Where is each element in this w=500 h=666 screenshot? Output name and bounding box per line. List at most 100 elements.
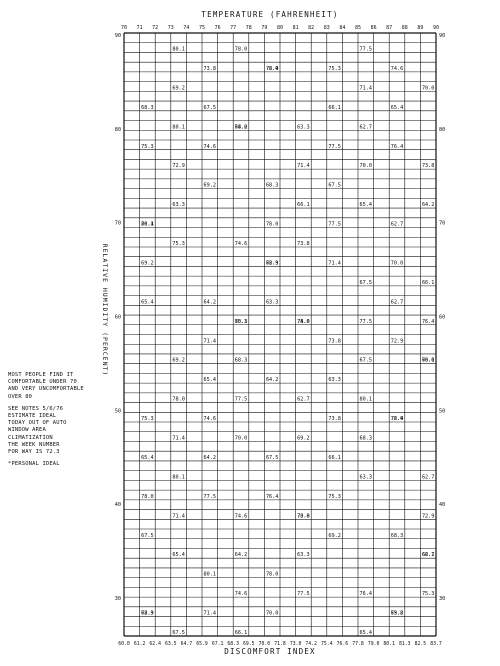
grid-cell-value: 77.5 — [360, 47, 373, 53]
grid-cell-value: 80.1 — [172, 474, 185, 480]
grid-cell-value: 72.9 — [141, 611, 154, 617]
discomfort-tick-label: 60.0 — [118, 641, 130, 647]
note-line: CLIMATIZATION — [8, 434, 53, 441]
grid-cell-value: 64.2 — [204, 455, 217, 461]
grid-cell-value: 74.6 — [204, 144, 217, 150]
grid-cell-value: 78.0 — [141, 494, 154, 500]
grid-cell-value: 75.3 — [172, 241, 185, 247]
grid-cell-value: 65.4 — [141, 455, 154, 461]
grid-cell-value: 80.1 — [172, 124, 185, 130]
grid-cell-value: 74.6 — [204, 416, 217, 422]
grid-cell-value: 67.5 — [266, 455, 279, 461]
discomfort-tick-labels: 60.0 61.2 62.4 63.5 64.7 65.9 67.1 68.3 69.5 70.0… — [118, 641, 442, 647]
grid-cell-value: 70.0 — [422, 85, 435, 91]
temperature-tick-label: 80 — [277, 25, 283, 31]
humidity-tick-label: 40 — [439, 502, 445, 508]
handwritten-notes: MOST PEOPLE FIND IT COMFORTABLE UNDER 70 A… — [8, 372, 120, 473]
humidity-tick-labels-left: 90 80 70 60 50 40 30 — [115, 33, 121, 602]
humidity-tick-label: 80 — [115, 127, 121, 133]
temperature-tick-label: 78 — [246, 25, 252, 31]
discomfort-tick-label: 64.7 — [181, 641, 193, 647]
humidity-tick-label: 60 — [439, 315, 445, 321]
discomfort-tick-label: 61.2 — [134, 641, 146, 647]
note-line: WINDOW AREA — [8, 427, 46, 434]
grid-cell-value: 73.8 — [297, 513, 310, 519]
grid-cell-value: 78.0 — [235, 47, 248, 53]
temperature-tick-label: 74 — [183, 25, 189, 31]
note-line: THE WEEK NUMBER — [8, 441, 60, 448]
humidity-tick-label: 90 — [439, 33, 445, 39]
temperature-tick-label: 71 — [137, 25, 143, 31]
grid-cell-value: 64.2 — [204, 299, 217, 305]
grid-cell-value: 65.4 — [360, 630, 373, 636]
humidity-tick-label: 70 — [439, 221, 445, 227]
discomfort-tick-label: 82.5 — [415, 641, 427, 647]
discomfort-tick-label: 74.2 — [305, 641, 317, 647]
grid-cell-value: 65.4 — [360, 202, 373, 208]
discomfort-tick-label: 83.7 — [430, 641, 442, 647]
grid-cell-value: 71.4 — [172, 436, 185, 442]
grid-cell-value: 75.3 — [328, 66, 341, 72]
grid-cell-value: 77.5 — [328, 144, 341, 150]
note-line: SEE NOTES 5/6/76 — [8, 405, 64, 412]
grid-cell-value: 65.4 — [172, 552, 185, 558]
humidity-tick-label: 30 — [115, 596, 121, 602]
grid-cell-value: 72.9 — [266, 260, 279, 266]
grid-cell-value: 69.2 — [297, 436, 310, 442]
grid-cell-value: 68.3 — [235, 358, 248, 364]
grid-cell-value: 74.6 — [235, 241, 248, 247]
grid-cell-value: 75.3 — [141, 416, 154, 422]
temperature-tick-label: 88 — [402, 25, 408, 31]
grid-cell-value: 70.0 — [297, 513, 310, 519]
grid-cell-value: 67.5 — [360, 358, 373, 364]
grid-cell-value: 62.7 — [391, 222, 404, 228]
discomfort-tick-label: 76.6 — [337, 641, 349, 647]
grid-cell-value: 80.1 — [235, 319, 248, 325]
grid-cell-value: 69.2 — [172, 358, 185, 364]
grid-cell-value: 71.4 — [297, 163, 310, 169]
chart-grid — [123, 32, 437, 637]
temperature-tick-label: 70 — [121, 25, 127, 31]
grid-cell-value: 73.8 — [328, 416, 341, 422]
grid-cell-value: 77.5 — [328, 222, 341, 228]
temperature-tick-label: 86 — [371, 25, 377, 31]
temperature-tick-label: 85 — [355, 25, 361, 31]
grid-cell-value: 64.2 — [422, 202, 435, 208]
grid-cell-value: 65.4 — [391, 105, 404, 111]
grid-cell-value: 77.5 — [297, 591, 310, 597]
grid-cell-value: 66.1 — [297, 202, 310, 208]
note-line: MOST PEOPLE FIND IT — [8, 372, 74, 378]
grid-cell-value: 62.7 — [391, 299, 404, 305]
discomfort-tick-label: 63.5 — [165, 641, 177, 647]
discomfort-tick-label: 62.4 — [149, 641, 161, 647]
grid-cell-value: 78.0 — [266, 572, 279, 578]
note-line: OVER 80 — [8, 393, 33, 400]
temperature-tick-label: 89 — [417, 25, 423, 31]
grid-cell-value: 75.3 — [328, 494, 341, 500]
grid-cell-value: 80.1 — [360, 397, 373, 403]
grid-cell-value: 78.0 — [235, 124, 248, 130]
note-paragraph: SEE NOTES 5/6/76 ESTIMATE IDEAL TODAY OUT … — [8, 406, 120, 456]
temperature-tick-label: 75 — [199, 25, 205, 31]
grid-cell-value: 66.1 — [422, 358, 435, 364]
grid-cell-value: 65.4 — [141, 299, 154, 305]
grid-cell-value: 64.2 — [235, 552, 248, 558]
grid-cell-value: 71.4 — [204, 338, 217, 344]
temperature-tick-label: 87 — [386, 25, 392, 31]
grid-cell-value: 67.5 — [360, 280, 373, 286]
note-paragraph: MOST PEOPLE FIND IT COMFORTABLE UNDER 70 A… — [8, 372, 120, 401]
note-line: TODAY OUT OF AUTO — [8, 420, 67, 427]
grid-cell-value: 74.6 — [235, 591, 248, 597]
discomfort-tick-label: 77.8 — [352, 641, 364, 647]
grid-cell-value: 69.2 — [172, 85, 185, 91]
grid-cell-value: 72.9 — [391, 416, 404, 422]
grid-cell-value: 68.3 — [360, 436, 373, 442]
temperature-tick-labels: 70 71 72 73 74 75 76 77 78 79 80 81 82 83 84 85 86 87 88 89… — [121, 25, 439, 31]
humidity-tick-label: 80 — [439, 127, 445, 133]
grid-cell-value: 68.3 — [266, 260, 279, 266]
temperature-tick-label: 81 — [293, 25, 299, 31]
grid-cell-value: 68.3 — [266, 183, 279, 189]
grid-cell-value: 68.3 — [141, 611, 154, 617]
discomfort-tick-label: 73.0 — [290, 641, 302, 647]
